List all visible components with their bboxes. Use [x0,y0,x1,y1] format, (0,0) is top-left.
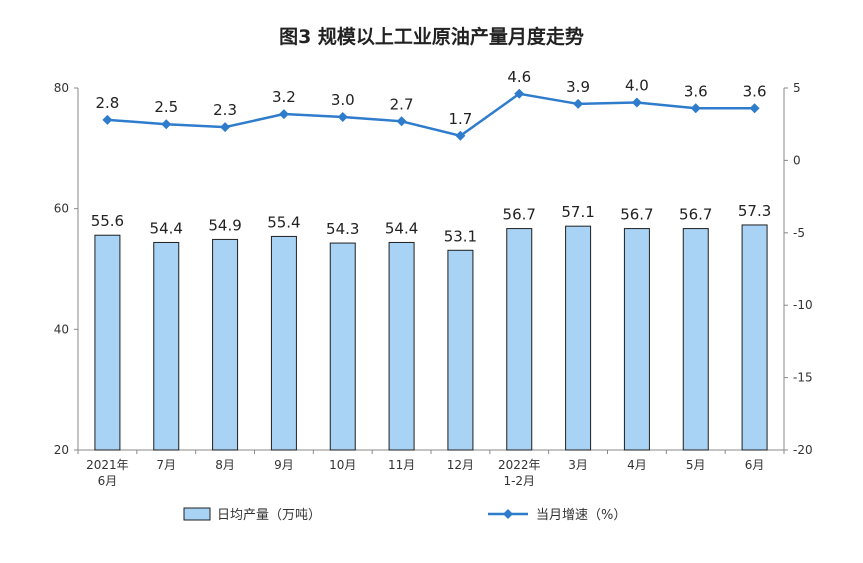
bar [447,249,474,451]
bar [329,242,356,451]
bar-data-label: 57.1 [561,203,594,221]
legend-line-marker [503,509,513,519]
x-tick-label: 11月 [388,458,415,472]
line-point [455,130,466,141]
bar [565,225,592,451]
line-point [220,122,231,133]
bar-data-label: 55.6 [91,212,124,230]
line-data-label: 2.5 [154,98,178,116]
line-data-label: 1.7 [448,110,472,128]
line-point [337,111,348,122]
line-point [749,103,760,114]
right-tick-label: -20 [793,443,813,457]
x-tick-label: 6月 [745,458,765,472]
left-tick-label: 40 [54,322,69,336]
bar-data-label: 57.3 [738,202,771,220]
x-tick-label: 7月 [156,458,176,472]
x-tick-label: 4月 [627,458,647,472]
bar-data-label: 54.4 [385,219,418,237]
line-data-label: 2.8 [95,94,119,112]
line-data-label: 3.2 [272,88,296,106]
x-tick-label: 12月 [447,458,474,472]
legend-bar-label: 日均产量（万吨） [217,508,321,523]
bar-data-label: 54.4 [150,219,183,237]
line-data-label: 3.6 [743,82,767,100]
x-tick-label: 1-2月 [503,474,535,488]
line-point [278,109,289,120]
bar [94,234,121,451]
right-tick-label: 5 [793,81,801,95]
line-point [573,98,584,109]
bar-data-label: 56.7 [679,206,712,224]
right-tick-label: 0 [793,153,801,167]
line-data-label: 3.9 [566,78,590,96]
x-tick-label: 3月 [568,458,588,472]
bar-data-label: 53.1 [444,227,477,245]
line-point [161,119,172,130]
line-data-label: 4.6 [507,68,531,86]
bar [682,228,709,451]
bar [270,235,297,451]
line-point [631,97,642,108]
bar-data-label: 54.9 [208,216,241,234]
bar [388,241,415,451]
right-tick-label: -15 [793,371,813,385]
x-tick-label: 2022年 [498,458,541,472]
bar [153,241,180,451]
line-point [690,103,701,114]
bar-data-label: 56.7 [503,206,536,224]
line-point [514,88,525,99]
left-tick-label: 80 [54,81,69,95]
line-data-label: 2.3 [213,101,237,119]
right-tick-label: -5 [793,226,805,240]
legend-line-label: 当月增速（%） [536,508,626,523]
left-tick-label: 60 [54,202,69,216]
right-tick-label: -10 [793,298,813,312]
bar-data-label: 55.4 [267,213,300,231]
x-tick-label: 8月 [215,458,235,472]
x-tick-label: 5月 [686,458,706,472]
line-data-label: 2.7 [390,95,414,113]
chart-title: 图3 规模以上工业原油产量月度走势 [279,26,584,48]
line-point [396,116,407,127]
x-tick-label: 9月 [274,458,294,472]
bar [212,238,239,451]
x-tick-label: 10月 [329,458,356,472]
line-data-label: 3.6 [684,82,708,100]
left-tick-label: 20 [54,443,69,457]
legend-bar-swatch [183,507,211,521]
x-tick-label: 2021年 [86,458,129,472]
line-data-label: 4.0 [625,76,649,94]
line-data-label: 3.0 [331,91,355,109]
line-point [102,114,113,125]
bar [623,228,650,451]
growth-line [107,92,755,138]
bar-data-label: 54.3 [326,220,359,238]
bar [506,228,533,451]
bar-data-label: 56.7 [620,206,653,224]
bar [741,224,768,451]
x-tick-label: 6月 [98,474,118,488]
